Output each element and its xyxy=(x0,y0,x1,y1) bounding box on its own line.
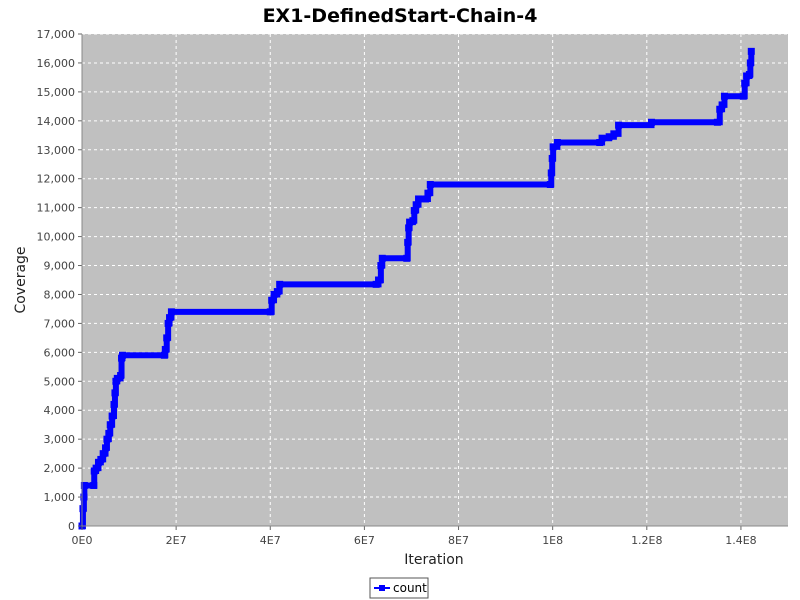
data-point xyxy=(99,450,107,458)
y-tick-label: 2,000 xyxy=(44,462,76,475)
y-tick-label: 8,000 xyxy=(44,288,76,301)
data-point xyxy=(161,345,169,353)
data-point xyxy=(376,276,384,284)
data-point xyxy=(713,118,721,126)
data-point xyxy=(415,195,423,203)
y-tick-label: 7,000 xyxy=(44,317,76,330)
data-point xyxy=(741,79,749,87)
data-point xyxy=(548,154,556,162)
data-point xyxy=(553,139,561,147)
data-point xyxy=(97,455,105,463)
data-point xyxy=(111,389,119,397)
data-point xyxy=(378,254,386,262)
data-point xyxy=(615,121,623,129)
y-tick-label: 12,000 xyxy=(37,173,76,186)
y-axis-label: Coverage xyxy=(13,246,29,313)
data-point xyxy=(102,444,110,452)
data-point xyxy=(426,180,434,188)
y-tick-label: 4,000 xyxy=(44,404,76,417)
data-point xyxy=(118,351,126,359)
data-point xyxy=(410,207,418,215)
x-tick-label: 1E8 xyxy=(542,534,563,547)
data-point xyxy=(80,493,88,501)
data-point xyxy=(90,481,98,489)
data-point xyxy=(377,262,385,270)
data-point xyxy=(405,224,413,232)
data-point xyxy=(716,105,724,113)
x-tick-label: 1.4E8 xyxy=(725,534,756,547)
data-point xyxy=(273,288,281,296)
data-point xyxy=(106,421,114,429)
series-layer xyxy=(78,47,755,530)
data-point xyxy=(404,238,412,246)
y-tick-label: 10,000 xyxy=(37,231,76,244)
data-point xyxy=(547,169,555,177)
data-point xyxy=(103,435,111,443)
legend-marker-icon xyxy=(379,585,385,591)
data-point xyxy=(739,92,747,100)
data-point xyxy=(745,71,753,79)
data-point xyxy=(747,47,755,55)
data-point xyxy=(598,134,606,142)
data-point xyxy=(80,481,88,489)
data-point xyxy=(117,372,125,380)
data-point xyxy=(166,314,174,322)
legend-label: count xyxy=(393,581,427,595)
data-point xyxy=(276,280,284,288)
data-point xyxy=(108,412,116,420)
data-point xyxy=(422,195,430,203)
data-point xyxy=(424,189,432,197)
data-point xyxy=(605,133,613,141)
chart-title: EX1-DefinedStart-Chain-4 xyxy=(263,5,538,27)
data-point xyxy=(163,334,171,342)
x-axis-label: Iteration xyxy=(404,552,463,568)
y-tick-label: 17,000 xyxy=(37,28,76,41)
data-point xyxy=(546,180,554,188)
data-point xyxy=(266,308,274,316)
x-tick-label: 4E7 xyxy=(260,534,281,547)
y-tick-label: 0 xyxy=(68,520,75,533)
y-tick-label: 16,000 xyxy=(37,57,76,70)
y-tick-label: 14,000 xyxy=(37,115,76,128)
data-point xyxy=(409,217,417,225)
data-point xyxy=(412,201,420,209)
data-point xyxy=(746,59,754,67)
data-point xyxy=(92,464,100,472)
legend-box xyxy=(369,577,429,599)
y-tick-label: 6,000 xyxy=(44,346,76,359)
data-point xyxy=(610,130,618,138)
data-point xyxy=(718,101,726,109)
y-tick-label: 5,000 xyxy=(44,375,76,388)
legend: count xyxy=(369,577,429,599)
data-point xyxy=(720,92,728,100)
plot-area xyxy=(82,34,788,526)
axes: 0 1,000 2,000 3,000 4,000 5,000 6,000 7,000 8,00… xyxy=(37,28,788,547)
x-tick-label: 1.2E8 xyxy=(631,534,662,547)
data-point xyxy=(105,429,113,437)
data-point xyxy=(268,296,276,304)
y-tick-label: 9,000 xyxy=(44,260,76,273)
x-tick-label: 0E0 xyxy=(72,534,93,547)
y-tick-label: 11,000 xyxy=(37,202,76,215)
data-point xyxy=(164,319,172,327)
x-tick-label: 2E7 xyxy=(166,534,187,547)
data-point xyxy=(549,143,557,151)
data-point xyxy=(79,505,87,513)
y-tick-label: 15,000 xyxy=(37,86,76,99)
data-point xyxy=(648,118,656,126)
data-point xyxy=(110,400,118,408)
y-tick-label: 13,000 xyxy=(37,144,76,157)
y-tick-label: 3,000 xyxy=(44,433,76,446)
x-tick-label: 6E7 xyxy=(354,534,375,547)
data-point xyxy=(372,280,380,288)
y-tick-label: 1,000 xyxy=(44,491,76,504)
data-point xyxy=(167,308,175,316)
data-point xyxy=(403,254,411,262)
data-point xyxy=(596,139,604,147)
x-tick-label: 8E7 xyxy=(448,534,469,547)
data-point xyxy=(160,351,168,359)
